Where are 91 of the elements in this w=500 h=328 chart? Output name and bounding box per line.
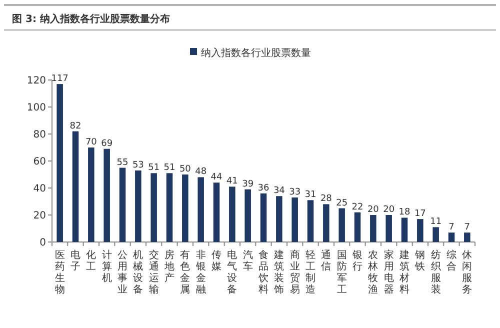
- x-tick-label: 公用事业: [118, 249, 128, 296]
- data-label: 33: [289, 187, 301, 198]
- data-label: 117: [51, 74, 68, 84]
- x-tick-label: 有色金属: [180, 249, 190, 296]
- data-label: 34: [273, 186, 286, 196]
- bar: [307, 200, 314, 242]
- bar: [150, 173, 157, 242]
- data-label: 36: [258, 183, 270, 194]
- data-label: 48: [195, 167, 207, 178]
- bar: [56, 84, 63, 242]
- data-label: 20: [367, 205, 380, 215]
- data-label: 18: [398, 208, 410, 218]
- x-tick-label: 医药生物: [54, 250, 65, 296]
- bar: [244, 189, 251, 242]
- x-tick-label: 建筑材料: [398, 249, 410, 296]
- x-tick-label: 家用电器: [384, 249, 394, 296]
- data-label: 41: [226, 176, 238, 187]
- bar: [292, 197, 298, 242]
- bar: [182, 174, 188, 242]
- data-label: 51: [164, 163, 176, 174]
- x-tick-label: 商业贸易: [290, 249, 300, 296]
- data-label: 11: [430, 217, 442, 228]
- x-tick-label: 房地产: [164, 249, 174, 284]
- data-label: 50: [179, 164, 192, 174]
- y-tick-label: 40: [33, 184, 46, 194]
- data-label: 7: [448, 222, 454, 233]
- bar: [198, 177, 204, 242]
- bar: [166, 173, 173, 242]
- data-label: 82: [70, 121, 82, 132]
- x-tick-label: 食品饮料: [258, 249, 268, 296]
- bar: [104, 148, 110, 242]
- x-tick-label: 交通运输: [148, 249, 159, 296]
- data-label: 31: [304, 190, 316, 200]
- bar: [386, 215, 392, 242]
- data-label: 53: [132, 160, 144, 170]
- data-label: 69: [101, 138, 113, 149]
- x-tick-label: 计算机: [102, 249, 112, 284]
- bar: [213, 182, 220, 242]
- bar: [338, 208, 345, 242]
- bar: [417, 219, 424, 242]
- bar: [135, 170, 142, 242]
- x-tick-label: 化工: [86, 249, 96, 272]
- bar: [464, 232, 470, 242]
- x-tick-label: 建筑装饰: [273, 249, 284, 296]
- data-label: 28: [320, 194, 332, 204]
- data-label: 20: [383, 205, 395, 215]
- bar: [88, 148, 94, 242]
- x-tick-label: 休闲服务: [462, 250, 472, 296]
- bar: [354, 212, 361, 242]
- bar: [323, 204, 330, 242]
- x-tick-label: 综合: [446, 249, 456, 272]
- bar: [370, 215, 376, 242]
- y-tick-label: 60: [33, 156, 46, 168]
- x-tick-label: 通信: [321, 249, 332, 272]
- x-tick-label: 电子: [70, 249, 80, 272]
- legend-label: 纳入指数各行业股票数量: [201, 47, 311, 59]
- x-tick-label: 非银金融: [194, 249, 206, 296]
- data-label: 7: [464, 222, 470, 233]
- data-label: 70: [85, 138, 98, 148]
- x-tick-label: 机械设备: [133, 249, 144, 296]
- y-tick-label: 0: [40, 238, 46, 248]
- x-tick-label: 轻工制造: [306, 249, 316, 296]
- data-label: 51: [148, 163, 160, 174]
- bar: [72, 131, 79, 242]
- x-tick-label: 电气设备: [227, 249, 238, 296]
- data-label: 22: [352, 202, 364, 212]
- x-tick-label: 汽车: [242, 249, 253, 272]
- x-tick-label: 钢铁: [414, 250, 426, 272]
- data-label: 44: [210, 172, 222, 183]
- chart-title: 图 3: 纳入指数各行业股票数量分布: [12, 13, 170, 25]
- x-tick-label: 纺织服装: [430, 249, 441, 296]
- data-label: 55: [116, 158, 128, 168]
- bar: [260, 193, 267, 242]
- x-tick-label: 银行: [352, 250, 362, 272]
- bar: [401, 218, 408, 242]
- y-tick-label: 120: [26, 76, 46, 86]
- y-tick-label: 100: [26, 102, 46, 114]
- bar: [276, 196, 282, 242]
- data-label: 17: [414, 209, 426, 220]
- y-tick-label: 20: [33, 210, 46, 222]
- bar: [229, 186, 236, 242]
- legend: 纳入指数各行业股票数量: [190, 48, 311, 59]
- data-label: 25: [336, 198, 348, 208]
- x-tick-label: 传媒: [212, 250, 222, 272]
- y-tick-label: 80: [33, 130, 46, 140]
- data-label: 39: [242, 179, 254, 190]
- bar: [448, 232, 455, 242]
- x-tick-label: 国防军工: [336, 250, 347, 296]
- bar: [432, 227, 439, 242]
- x-tick-label: 农林牧渔: [367, 250, 378, 296]
- bar: [119, 168, 126, 242]
